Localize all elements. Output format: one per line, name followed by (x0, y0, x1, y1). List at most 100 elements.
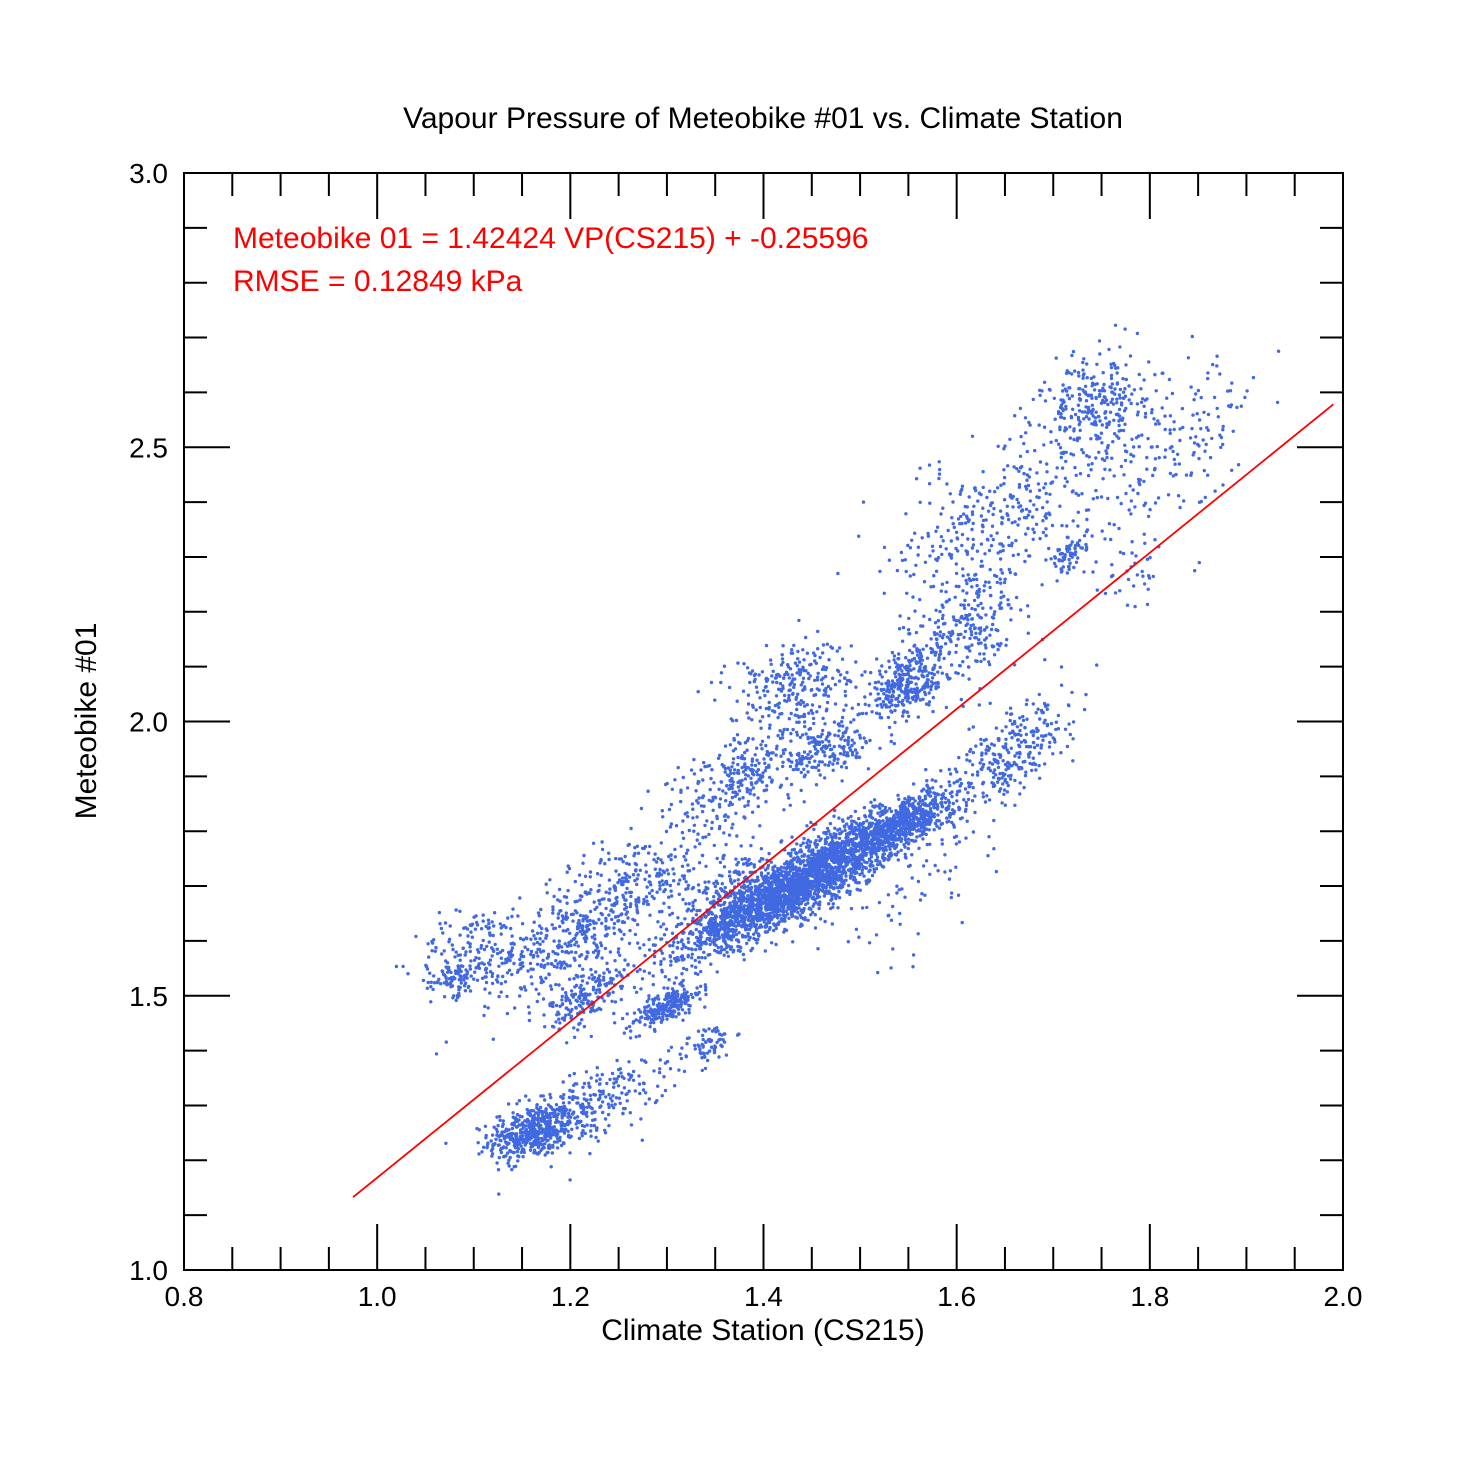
data-point (752, 936, 756, 941)
data-point (722, 953, 726, 957)
data-point (613, 886, 617, 890)
data-point (562, 1093, 566, 1097)
data-point (585, 981, 589, 985)
data-point (948, 811, 952, 815)
data-point (840, 852, 845, 856)
data-point (657, 1070, 662, 1075)
data-point (430, 949, 434, 953)
data-point (746, 934, 750, 938)
data-point (839, 879, 844, 883)
data-point (697, 1044, 701, 1049)
data-point (567, 1101, 571, 1105)
data-point (503, 961, 507, 965)
data-point (660, 809, 664, 813)
data-point (673, 847, 677, 852)
data-point (456, 964, 460, 968)
data-point (850, 861, 854, 866)
data-point (550, 923, 554, 927)
data-point (572, 1026, 576, 1030)
data-point (952, 781, 956, 785)
data-point (637, 1034, 642, 1038)
data-point (521, 1148, 525, 1152)
data-point (574, 1005, 578, 1010)
data-point (749, 890, 753, 894)
data-point (594, 970, 598, 974)
data-point (557, 1012, 561, 1016)
data-point (939, 810, 943, 814)
data-point (414, 934, 418, 939)
data-point (881, 852, 885, 857)
data-point (770, 882, 774, 887)
data-point (547, 972, 551, 976)
data-point (854, 836, 858, 840)
data-point (664, 879, 669, 884)
data-point (836, 828, 840, 832)
data-point (702, 1051, 706, 1056)
data-point (518, 957, 522, 962)
data-point (558, 909, 562, 913)
data-point (595, 1073, 599, 1077)
data-point (805, 868, 809, 872)
data-point (796, 855, 800, 859)
data-point (572, 1083, 576, 1088)
data-point (640, 1138, 644, 1142)
data-point (570, 1127, 574, 1132)
data-point (544, 936, 548, 940)
data-point (514, 1138, 519, 1142)
data-point (665, 1004, 669, 1008)
data-point (512, 961, 516, 966)
data-point (454, 998, 458, 1003)
data-point (927, 793, 931, 797)
data-point (727, 870, 732, 874)
data-point (546, 1150, 550, 1155)
data-point (862, 874, 866, 878)
data-point (658, 1058, 662, 1062)
data-point (520, 1121, 525, 1125)
data-point (665, 1017, 669, 1021)
data-point (543, 1098, 547, 1102)
data-point (540, 1111, 545, 1115)
data-point (623, 907, 627, 911)
data-point (634, 1035, 638, 1039)
data-point (574, 983, 579, 988)
data-point (542, 1013, 546, 1017)
data-point (758, 859, 762, 863)
data-point (560, 962, 564, 967)
data-point (707, 880, 711, 884)
data-point (554, 982, 558, 987)
data-point (582, 1092, 586, 1096)
data-point (494, 1127, 499, 1132)
data-point (846, 835, 850, 839)
data-point (620, 1016, 625, 1021)
data-point (927, 817, 931, 822)
data-point (599, 911, 603, 916)
data-point (475, 923, 480, 927)
data-point (615, 895, 619, 900)
data-point (581, 967, 585, 971)
data-point (639, 1058, 644, 1062)
data-point (684, 851, 689, 855)
data-point (926, 813, 930, 817)
data-point (636, 941, 640, 945)
data-point (472, 958, 477, 962)
data-point (562, 966, 567, 970)
data-point (528, 961, 533, 966)
data-point (908, 831, 912, 836)
data-point (577, 964, 582, 968)
data-point (674, 995, 679, 999)
data-point (612, 931, 617, 936)
data-point (541, 939, 545, 944)
data-point (491, 949, 496, 953)
data-point (520, 949, 524, 954)
data-point (569, 943, 573, 948)
data-point (734, 857, 738, 861)
data-point (593, 907, 597, 911)
data-point (619, 929, 623, 934)
data-point (641, 901, 646, 906)
data-point (892, 826, 896, 830)
data-point (661, 869, 665, 873)
data-point (604, 919, 608, 923)
data-point (659, 841, 663, 845)
data-point (497, 1155, 501, 1160)
data-point (701, 1037, 705, 1042)
